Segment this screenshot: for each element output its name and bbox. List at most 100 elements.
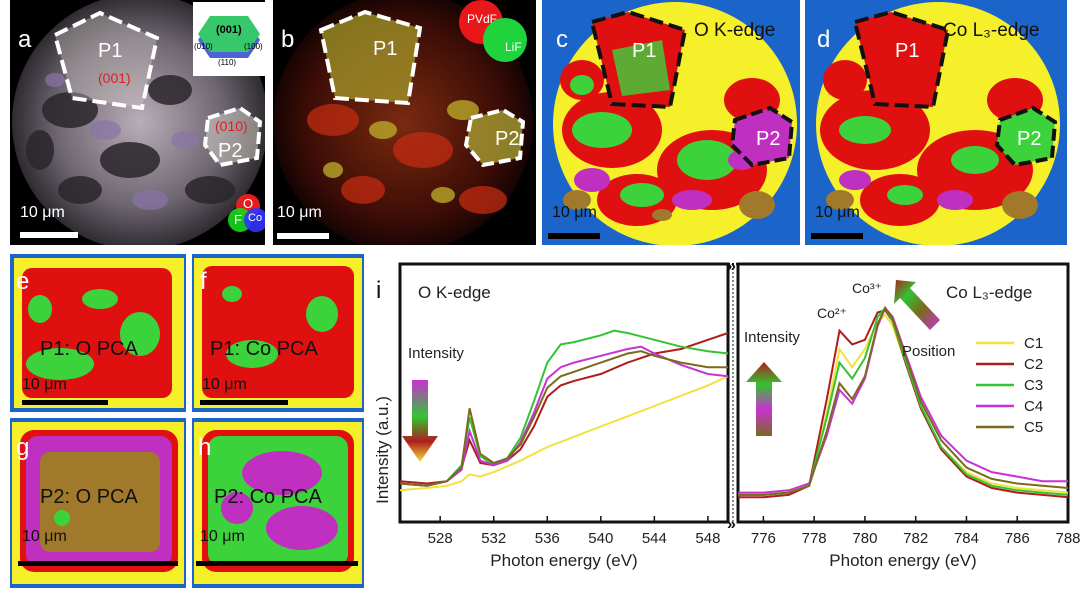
x-tick-label-1-536: 536 <box>535 530 560 547</box>
panel-label-b: b <box>281 26 295 53</box>
panel-a-image <box>12 0 265 245</box>
crystal-face-100: (100) <box>244 42 263 51</box>
plot-title-2: Co L₃-edge <box>946 283 1032 302</box>
annotation-intensity-co: Intensity <box>744 329 800 346</box>
axis-break-top-icon: » <box>727 258 736 275</box>
panel-g-image <box>12 422 184 584</box>
panel-a-facet-010: (010) <box>215 118 248 134</box>
panel-i-chart: i Intensity (a.u.) 528 532 536 540 544 548 Photo… <box>373 258 1080 570</box>
panel-b-region-p2: P2 <box>495 128 520 150</box>
x-tick-label-1-548: 548 <box>695 530 720 547</box>
panel-label-d: d <box>817 26 831 53</box>
panel-c-region-p1: P1 <box>632 40 657 62</box>
panel-a: a P1 (001) (010) P2 (001) (010) (110) (1… <box>10 0 265 245</box>
legend-label-c4: C4 <box>1024 398 1043 415</box>
panel-label-e: e <box>16 268 30 295</box>
scalebar-h: 10 μm <box>200 528 245 545</box>
axis-break-bottom-icon: » <box>727 516 736 533</box>
legend-label-c5: C5 <box>1024 419 1043 436</box>
panel-h-title: P2: Co PCA <box>214 486 322 508</box>
panel-e-title: P1: O PCA <box>40 338 138 360</box>
crystal-face-001: (001) <box>216 24 242 36</box>
panel-e-image <box>14 258 184 408</box>
plot-frame-1 <box>398 262 730 524</box>
legend-label-c1: C1 <box>1024 335 1043 352</box>
plot-frame-2 <box>736 262 1070 524</box>
scalebar-f: 10 μm <box>202 376 247 393</box>
x-tick-label-1-540: 540 <box>588 530 613 547</box>
series-line-2-c5 <box>738 305 1069 496</box>
panel-h-image <box>194 422 362 584</box>
lif-legend-icon <box>483 18 527 62</box>
panel-d-title: Co L₃-edge <box>943 20 1040 41</box>
x-tick-label-2-776: 776 <box>751 530 776 547</box>
x-axis-label-1: Photon energy (eV) <box>490 551 637 570</box>
panel-c: c O K-edge P1 P2 10 μm <box>542 0 800 245</box>
panel-g-title: P2: O PCA <box>40 486 138 508</box>
x-tick-label-1-544: 544 <box>642 530 667 547</box>
rgb-legend-o: O <box>243 196 254 211</box>
annotation-co3plus: Co³⁺ <box>852 280 882 296</box>
x-tick-label-2-778: 778 <box>802 530 827 547</box>
scalebar-a: 10 μm <box>20 204 65 221</box>
panel-label-a: a <box>18 26 32 53</box>
panel-h: h P2: Co PCA 10 μm <box>192 418 364 588</box>
panel-label-g: g <box>16 434 30 461</box>
rgb-legend-f: F <box>234 212 242 227</box>
scalebar-e: 10 μm <box>22 376 67 393</box>
plot-title-1: O K-edge <box>418 283 491 302</box>
crystal-top-icon <box>198 16 260 52</box>
x-tick-label-1-528: 528 <box>428 530 453 547</box>
panel-label-f: f <box>200 268 207 295</box>
x-tick-label-1-532: 532 <box>481 530 506 547</box>
panel-f-title: P1: Co PCA <box>210 338 318 360</box>
panel-b-region-p1: P1 <box>373 38 398 60</box>
position-arrow-icon <box>894 280 940 330</box>
legend-label-c3: C3 <box>1024 377 1043 394</box>
y-axis-label: Intensity (a.u.) <box>373 396 392 504</box>
panel-d-image <box>811 2 1060 245</box>
panel-b-image <box>273 0 533 245</box>
x-tick-label-2-786: 786 <box>1005 530 1030 547</box>
panel-g: g P2: O PCA 10 μm <box>10 418 186 588</box>
panel-d: d Co L₃-edge P1 P2 10 μm <box>805 0 1067 245</box>
panel-c-title: O K-edge <box>694 20 776 41</box>
scalebar-g: 10 μm <box>22 528 67 545</box>
x-axis-label-2: Photon energy (eV) <box>829 551 976 570</box>
panel-c-image <box>548 2 797 245</box>
scalebar-c: 10 μm <box>552 204 597 221</box>
panel-a-facet-001: (001) <box>98 70 131 86</box>
scalebar-b: 10 μm <box>277 204 322 221</box>
x-tick-label-2-780: 780 <box>852 530 877 547</box>
panel-d-region-p2: P2 <box>1017 128 1042 150</box>
panel-b: b P1 P2 PVdF LiF 10 μm <box>273 0 536 245</box>
panel-e: e P1: O PCA 10 μm <box>10 254 186 412</box>
crystal-face-110: (110) <box>218 58 237 67</box>
series-line-1-c1 <box>399 375 729 492</box>
annotation-position: Position <box>902 343 955 360</box>
intensity-up-arrow-icon <box>746 362 782 436</box>
annotation-co2plus: Co²⁺ <box>817 305 847 321</box>
legend-pvdf: PVdF <box>467 12 498 26</box>
panel-label-i: i <box>376 277 381 304</box>
panel-label-h: h <box>198 434 212 461</box>
panel-a-region-p1: P1 <box>98 40 123 62</box>
rgb-legend-co: Co <box>248 212 263 224</box>
panel-f-image <box>194 258 362 408</box>
legend-lif: LiF <box>505 40 522 54</box>
intensity-down-arrow-icon <box>402 380 438 462</box>
crystal-face-010: (010) <box>194 42 213 51</box>
scalebar-d: 10 μm <box>815 204 860 221</box>
panel-f: f P1: Co PCA 10 μm <box>192 254 364 412</box>
x-tick-label-2-788: 788 <box>1055 530 1080 547</box>
legend-label-c2: C2 <box>1024 356 1043 373</box>
panel-label-c: c <box>556 26 568 53</box>
panel-d-region-p1: P1 <box>895 40 920 62</box>
x-tick-label-2-784: 784 <box>954 530 979 547</box>
panel-a-region-p2: P2 <box>218 140 243 162</box>
panel-c-region-p2: P2 <box>756 128 781 150</box>
series-line-1-c4 <box>399 345 729 487</box>
annotation-intensity-o: Intensity <box>408 345 464 362</box>
x-tick-label-2-782: 782 <box>903 530 928 547</box>
series-line-1-c5 <box>399 350 728 487</box>
